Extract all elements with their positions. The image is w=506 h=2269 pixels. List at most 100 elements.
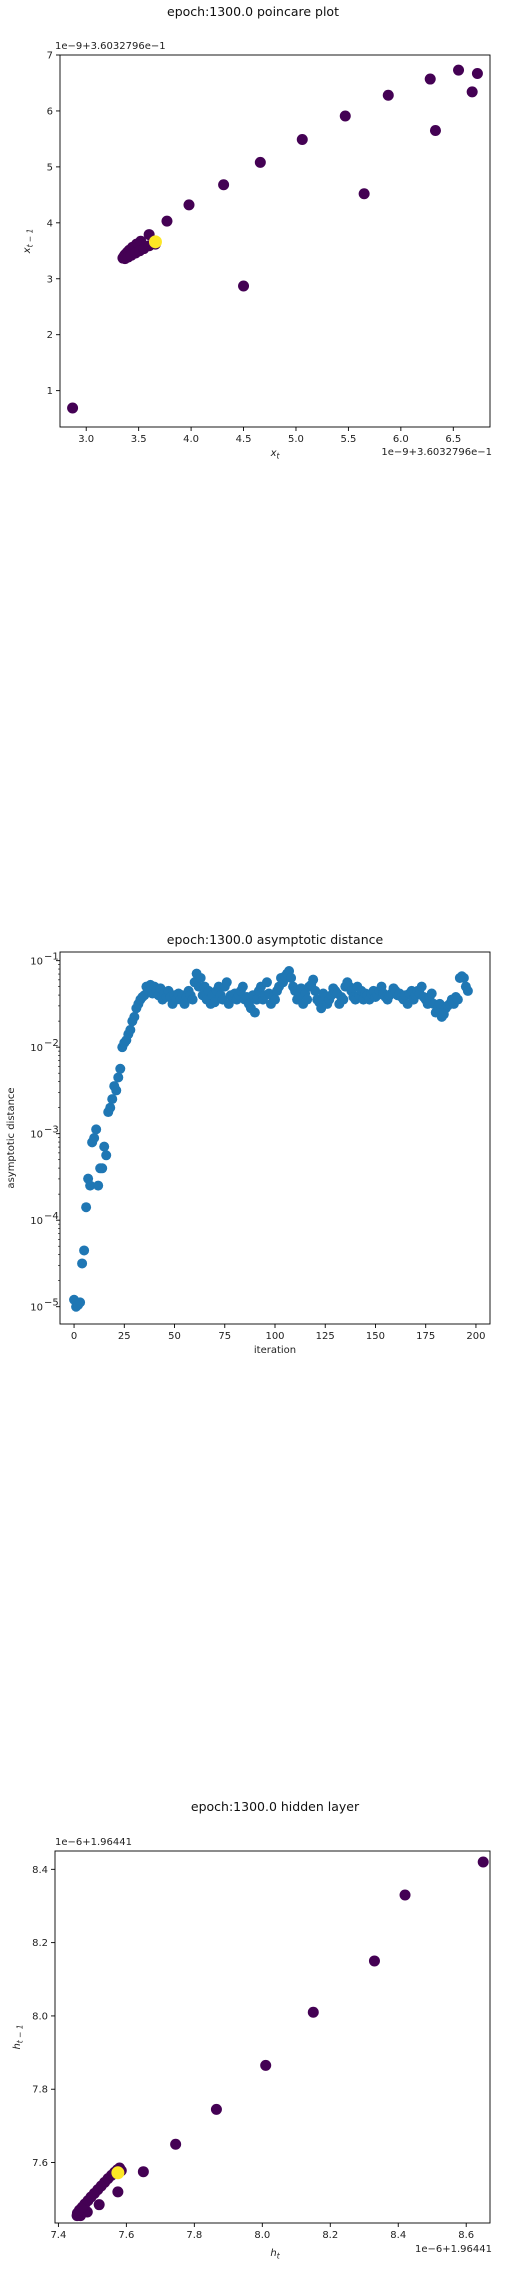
scatter-point — [399, 1889, 411, 1901]
x-tick-label: 100 — [265, 1331, 284, 1342]
scatter-point — [89, 1133, 100, 1143]
scatter-point — [183, 199, 195, 211]
poincare-title: epoch:1300.0 poincare plot — [167, 4, 339, 19]
scatter-point — [358, 188, 370, 200]
hidden-x-label: ht — [270, 2248, 280, 2261]
poincare-x-label: xt — [270, 448, 281, 461]
poincare-points — [67, 64, 483, 414]
y-tick-label: 8.4 — [32, 1865, 48, 1876]
asymptotic-chart: epoch:1300.0 asymptotic distance 0 25 50 75… — [6, 932, 491, 1356]
scatter-point — [79, 1245, 90, 1256]
x-tick-label: 200 — [466, 1331, 485, 1342]
scatter-point — [209, 997, 220, 1008]
scatter-point — [210, 2103, 222, 2115]
scatter-point — [101, 1150, 112, 1161]
x-tick-label: 8.4 — [390, 2230, 406, 2241]
scatter-point — [471, 67, 483, 79]
y-tick-exponent: −1 — [44, 952, 59, 963]
scatter-point — [382, 89, 394, 101]
x-tick-label: 4.0 — [183, 434, 199, 445]
y-tick-label: 4 — [47, 218, 53, 229]
scatter-point — [187, 994, 198, 1005]
scatter-point — [93, 1180, 104, 1191]
scatter-point — [81, 1202, 92, 1213]
scatter-point — [115, 1063, 126, 1074]
scatter-point — [218, 179, 230, 191]
y-tick-exponent: −5 — [44, 1298, 59, 1309]
scatter-point — [286, 972, 297, 983]
scatter-point — [254, 156, 266, 168]
x-tick-label: 8.2 — [322, 2230, 338, 2241]
scatter-point — [249, 1007, 260, 1018]
y-tick-exponent: −4 — [44, 1211, 59, 1222]
x-tick-label: 125 — [316, 1331, 335, 1342]
scatter-point — [477, 1856, 489, 1868]
hidden-y-ticks: 7.6 7.8 8.0 8.2 8.4 — [32, 1865, 55, 2169]
scatter-point — [260, 2059, 272, 2071]
scatter-point — [129, 1011, 140, 1022]
scatter-point — [424, 73, 436, 85]
asymptotic-x-ticks: 0 25 50 75 100 125 150 175 200 — [71, 1324, 485, 1342]
asymptotic-y-label: asymptotic distance — [6, 1087, 17, 1188]
x-tick-label: 50 — [168, 1331, 181, 1342]
scatter-point — [111, 1085, 122, 1096]
x-tick-label: 3.5 — [131, 434, 147, 445]
scatter-point — [368, 1955, 380, 1967]
x-tick-label: 5.5 — [340, 434, 356, 445]
scatter-point — [107, 1094, 118, 1105]
scatter-point — [137, 2166, 149, 2178]
y-tick-label: 7.6 — [32, 2158, 48, 2169]
scatter-point — [466, 86, 478, 98]
x-tick-label: 8.0 — [254, 2230, 270, 2241]
scatter-point — [429, 125, 441, 137]
scatter-point — [99, 1141, 110, 1152]
scatter-point — [261, 977, 272, 988]
y-tick-label: 7 — [47, 51, 53, 62]
poincare-y-offset: 1e−9+3.6032796e−1 — [55, 41, 166, 52]
x-tick-label: 7.6 — [118, 2230, 134, 2241]
scatter-point — [170, 2138, 182, 2150]
y-tick-exponent: −2 — [44, 1038, 59, 1049]
y-tick-label: 5 — [47, 162, 53, 173]
scatter-point — [308, 974, 319, 985]
x-tick-label: 6.5 — [445, 434, 461, 445]
scatter-point — [75, 1297, 86, 1308]
scatter-point — [416, 981, 427, 992]
scatter-point — [105, 1102, 116, 1113]
scatter-point — [302, 994, 313, 1005]
hidden-y-offset: 1e−6+1.96441 — [55, 1837, 132, 1848]
asymptotic-y-ticks: 10−510−410−310−210−1 — [30, 952, 60, 1314]
x-tick-label: 5.0 — [288, 434, 304, 445]
poincare-x-ticks: 3.0 3.5 4.0 4.5 5.0 5.5 6.0 6.5 — [78, 427, 461, 445]
x-tick-label: 4.5 — [236, 434, 252, 445]
highlight-point — [148, 235, 162, 249]
x-tick-label: 175 — [416, 1331, 435, 1342]
hidden-x-offset: 1e−6+1.96441 — [415, 2244, 492, 2255]
x-tick-label: 7.8 — [186, 2230, 202, 2241]
poincare-x-offset: 1e−9+3.6032796e−1 — [381, 447, 492, 458]
scatter-point — [310, 985, 321, 996]
scatter-point — [453, 64, 465, 76]
x-tick-label: 7.4 — [50, 2230, 66, 2241]
scatter-point — [113, 1072, 124, 1083]
scatter-point — [85, 1180, 96, 1191]
hidden-layer-chart: epoch:1300.0 hidden layer 1e−6+1.96441 7… — [12, 1799, 492, 2261]
scatter-point — [195, 972, 206, 983]
y-tick-label: 8.0 — [32, 2011, 48, 2022]
scatter-point — [77, 1258, 88, 1269]
y-tick-label: 10 — [30, 1216, 43, 1227]
y-tick-label: 10 — [30, 1130, 43, 1141]
y-tick-label: 1 — [47, 386, 53, 397]
x-tick-label: 0 — [71, 1331, 77, 1342]
y-tick-label: 10 — [30, 957, 43, 968]
poincare-y-label: xt − 1 — [22, 229, 35, 255]
x-tick-label: 150 — [366, 1331, 385, 1342]
scatter-point — [339, 110, 351, 122]
y-tick-label: 7.8 — [32, 2085, 48, 2096]
asymptotic-x-label: iteration — [254, 1345, 296, 1356]
scatter-point — [270, 994, 280, 1005]
scatter-point — [112, 2186, 124, 2198]
scatter-point — [91, 1124, 102, 1135]
highlight-point — [111, 2166, 125, 2180]
poincare-y-ticks: 1 2 3 4 5 6 7 — [47, 51, 60, 397]
